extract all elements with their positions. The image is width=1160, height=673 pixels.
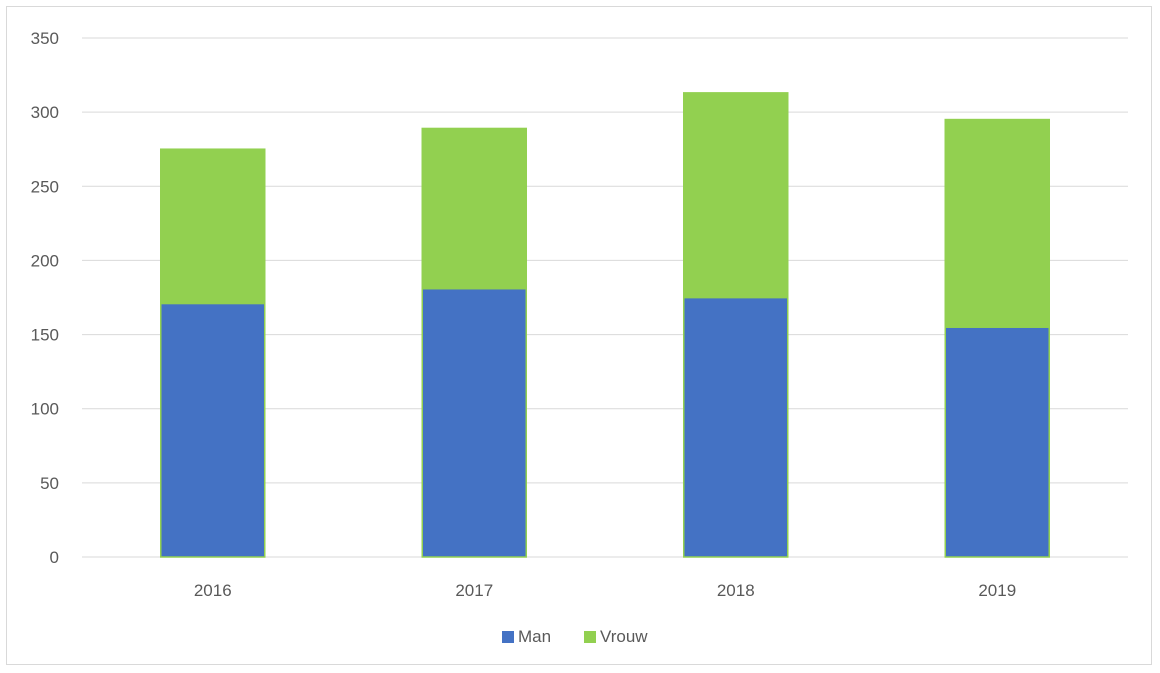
y-tick-label: 200 — [31, 251, 59, 270]
legend-label-vrouw: Vrouw — [600, 627, 648, 646]
x-axis-tick-labels: 2016 2017 2018 2019 — [194, 581, 1016, 600]
bar-man-2017 — [421, 287, 527, 558]
y-tick-label: 0 — [50, 548, 59, 567]
y-tick-label: 50 — [40, 474, 59, 493]
x-tick-label: 2016 — [194, 581, 232, 600]
legend-label-man: Man — [518, 627, 551, 646]
bar-vrouw-2019 — [944, 118, 1050, 328]
bar-man-2016 — [160, 302, 266, 558]
y-tick-label: 350 — [31, 29, 59, 48]
y-axis-tick-labels: 0 50 100 150 200 250 300 350 — [31, 29, 59, 567]
legend-swatch-vrouw — [584, 631, 596, 643]
bar-vrouw-2018 — [683, 92, 789, 299]
y-tick-label: 100 — [31, 400, 59, 419]
bar-vrouw-2016 — [160, 148, 266, 305]
x-tick-label: 2018 — [717, 581, 755, 600]
legend-swatch-man — [502, 631, 514, 643]
y-tick-label: 250 — [31, 177, 59, 196]
bars — [160, 92, 1050, 558]
bar-vrouw-2017 — [421, 127, 527, 290]
y-tick-label: 300 — [31, 103, 59, 122]
y-tick-label: 150 — [31, 326, 59, 345]
bar-man-2019 — [944, 326, 1050, 558]
x-tick-label: 2019 — [978, 581, 1016, 600]
bar-man-2018 — [683, 296, 789, 558]
x-tick-label: 2017 — [455, 581, 493, 600]
legend: Man Vrouw — [502, 627, 648, 646]
